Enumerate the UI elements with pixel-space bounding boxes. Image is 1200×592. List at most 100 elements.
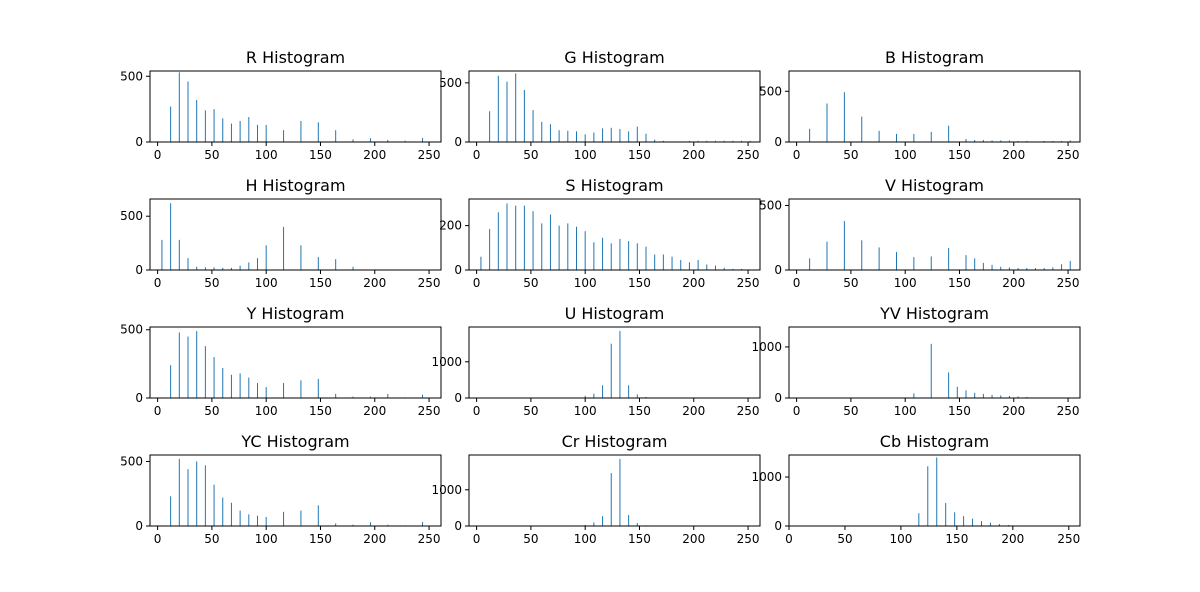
axes-frame (468, 70, 761, 143)
histogram-bar (998, 524, 1000, 526)
histogram-bar (506, 203, 508, 270)
y-tick-label: 0 (135, 135, 143, 149)
histogram-bar (1043, 268, 1045, 270)
histogram-bar (913, 133, 915, 142)
histogram-bar (1000, 140, 1002, 142)
x-tick-label: 200 (682, 148, 705, 162)
histogram-bar (991, 394, 993, 398)
histogram-bar (497, 212, 499, 270)
histogram-bar (257, 382, 258, 398)
x-tick-label: 0 (154, 276, 162, 290)
x-tick-label: 250 (1057, 148, 1080, 162)
histogram-bar (1052, 267, 1054, 270)
chart-title: S Histogram (565, 176, 663, 195)
histogram-bar (878, 130, 880, 142)
histogram-bar (930, 131, 932, 142)
histogram-bar (991, 140, 993, 142)
x-tick-label: 0 (154, 532, 162, 546)
y-tick-label: 500 (120, 209, 143, 223)
histogram-bar (593, 242, 595, 270)
histogram-bar (387, 524, 389, 526)
histogram-panel-yv: YV Histogram 0 50 100 150 200 250 0 1000 (751, 304, 1081, 418)
histogram-bar (918, 513, 920, 526)
histogram-bar (948, 248, 950, 270)
histogram-bar (213, 109, 215, 142)
histogram-bar (187, 81, 189, 142)
chart-title: B Histogram (885, 48, 984, 67)
x-tick-label: 150 (945, 532, 968, 546)
histogram-bar (387, 140, 389, 142)
histogram-bar (404, 140, 406, 142)
histogram-bar (532, 211, 534, 270)
histogram-bar (265, 516, 267, 526)
histogram-bar (1052, 140, 1054, 142)
histogram-bar (558, 130, 560, 142)
x-tick-label: 250 (737, 276, 760, 290)
histogram-panel-h: H Histogram 0 50 100 150 200 250 0 500 (120, 176, 442, 290)
histogram-bar (645, 246, 647, 270)
x-tick-label: 100 (574, 404, 597, 418)
histogram-panel-g: G Histogram 0 50 100 150 200 250 0 500 (439, 48, 761, 162)
histogram-bar (497, 75, 499, 142)
histogram-bar (688, 140, 690, 142)
x-tick-label: 250 (418, 276, 441, 290)
histogram-bar (826, 241, 828, 270)
histogram-bar (991, 264, 993, 270)
histogram-bar (549, 214, 551, 270)
histogram-bar (654, 254, 656, 270)
histogram-bar (654, 139, 656, 142)
histogram-bar (204, 267, 206, 270)
x-tick-label: 0 (473, 276, 481, 290)
histogram-bar (300, 510, 302, 526)
histogram-bar (945, 502, 947, 526)
x-tick-label: 0 (154, 148, 162, 162)
histogram-bar (300, 245, 302, 270)
y-tick-label: 500 (439, 76, 462, 90)
x-tick-label: 150 (309, 148, 332, 162)
histogram-bar (369, 138, 371, 142)
x-tick-label: 150 (309, 276, 332, 290)
x-tick-label: 0 (473, 404, 481, 418)
histogram-bar (584, 395, 586, 398)
histogram-bar (213, 267, 215, 270)
x-tick-label: 150 (309, 532, 332, 546)
histogram-bar (300, 120, 302, 142)
histogram-bar (697, 260, 699, 270)
x-tick-label: 100 (894, 276, 917, 290)
histogram-bar (541, 223, 543, 270)
x-tick-label: 50 (204, 532, 219, 546)
histogram-bar (965, 390, 967, 398)
histogram-bar (1008, 395, 1010, 398)
histogram-bar (317, 505, 319, 526)
x-tick-label: 150 (309, 404, 332, 418)
histogram-bar (515, 205, 517, 270)
axes-frame (788, 454, 1081, 527)
histogram-bar (422, 522, 424, 526)
histogram-bar (515, 73, 517, 142)
histogram-bar (213, 484, 215, 526)
histogram-bar (749, 140, 751, 142)
histogram-bar (576, 226, 577, 270)
histogram-bar (628, 241, 630, 270)
histogram-bar (878, 247, 880, 270)
histogram-bar (558, 225, 560, 271)
histogram-bar (248, 514, 250, 526)
histogram-bar (688, 262, 690, 270)
chart-title: R Histogram (246, 48, 345, 67)
x-tick-label: 0 (154, 404, 162, 418)
histogram-bar (989, 522, 991, 526)
histogram-bar (636, 243, 638, 271)
histogram-bar (422, 394, 424, 398)
histogram-bar (170, 496, 172, 526)
histogram-bar (283, 382, 285, 398)
x-tick-label: 150 (948, 404, 971, 418)
x-tick-label: 150 (948, 148, 971, 162)
chart-title: YV Histogram (879, 304, 989, 323)
histogram-bar (948, 125, 950, 142)
x-tick-label: 50 (523, 404, 538, 418)
histogram-bar (239, 120, 241, 142)
x-tick-label: 150 (948, 276, 971, 290)
chart-title: Cr Histogram (562, 432, 668, 451)
x-tick-label: 100 (574, 148, 597, 162)
histogram-bar (422, 138, 424, 142)
